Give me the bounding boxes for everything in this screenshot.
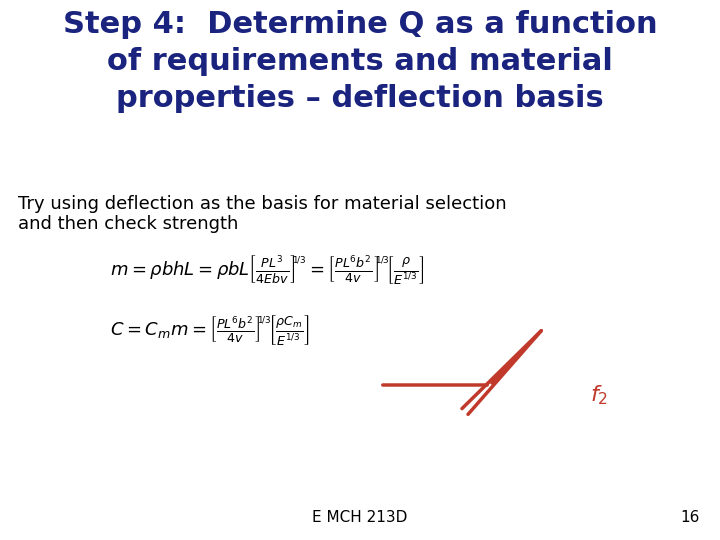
Text: 16: 16 — [680, 510, 700, 525]
Text: $f_2$: $f_2$ — [590, 383, 608, 407]
Text: and then check strength: and then check strength — [18, 215, 238, 233]
Text: Try using deflection as the basis for material selection: Try using deflection as the basis for ma… — [18, 195, 507, 213]
Text: $m = \rho bhL = \rho bL\left[\frac{PL^3}{4Ebv}\right]^{\!\!{}^{1\!/3}}= \left[\f: $m = \rho bhL = \rho bL\left[\frac{PL^3}… — [110, 253, 425, 287]
Text: E MCH 213D: E MCH 213D — [312, 510, 408, 525]
Text: Step 4:  Determine Q as a function
of requirements and material
properties – def: Step 4: Determine Q as a function of req… — [63, 10, 657, 113]
Text: $C = C_m m = \left[\frac{PL^6b^2}{4v}\right]^{\!\!{}^{1\!/3}}\!\left[\frac{\rho : $C = C_m m = \left[\frac{PL^6b^2}{4v}\ri… — [110, 313, 310, 347]
